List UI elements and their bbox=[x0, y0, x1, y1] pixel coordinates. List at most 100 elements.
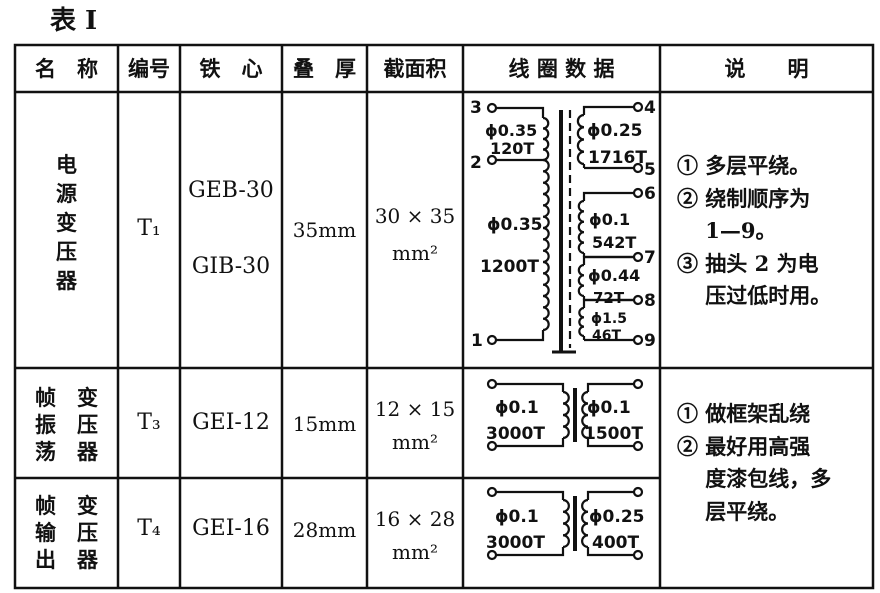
terminal-icon bbox=[632, 549, 644, 561]
cross-section-unit: mm² bbox=[392, 241, 438, 265]
wire-gauge: ϕ0.25 bbox=[587, 121, 642, 141]
stack-thickness: 15mm bbox=[292, 412, 357, 436]
lead-wire bbox=[496, 547, 565, 557]
turn-count: 3000T bbox=[486, 424, 545, 444]
turn-count: 400T bbox=[592, 533, 639, 553]
terminal-label: 8 bbox=[644, 291, 656, 311]
coil-winding-icon bbox=[581, 498, 589, 549]
coil-labels-t3: ϕ0.1 3000T ϕ0.1 1500T bbox=[486, 398, 643, 444]
wire-gauge: ϕ0.35 bbox=[485, 121, 537, 140]
header-core: 铁 心 bbox=[199, 56, 263, 81]
terminal-icon bbox=[632, 378, 644, 390]
wire-gauge: ϕ0.1 bbox=[495, 507, 539, 527]
core-type: GEB-30 bbox=[188, 178, 274, 203]
terminal-icon bbox=[632, 162, 644, 174]
notes-t1: ① 多层平绕。 ② 绕制顺序为 1—9。 ③ 抽头 2 为电 压过低时用。 bbox=[677, 153, 832, 309]
lead-wire bbox=[496, 490, 565, 500]
terminal-label: 2 bbox=[470, 153, 482, 173]
header-notes: 说 明 bbox=[724, 56, 809, 81]
lead-wire bbox=[586, 438, 634, 448]
terminal-icon bbox=[632, 440, 644, 452]
component-code: T₃ bbox=[137, 410, 161, 435]
turn-count: 46T bbox=[592, 328, 621, 344]
core-type: GEI-12 bbox=[192, 410, 270, 435]
coil-winding-icon bbox=[542, 116, 550, 162]
wire-gauge: ϕ0.1 bbox=[589, 210, 630, 229]
coil-winding-icon bbox=[578, 306, 585, 338]
terminal-icon bbox=[632, 486, 644, 498]
terminal-label: 4 bbox=[644, 98, 656, 118]
coil-winding-icon bbox=[562, 498, 570, 549]
cross-section: 12 × 15 bbox=[374, 397, 456, 421]
stack-thickness: 28mm bbox=[292, 518, 357, 542]
terminal-icon bbox=[486, 102, 498, 114]
terminal-icon bbox=[632, 101, 644, 113]
cross-section-unit: mm² bbox=[392, 540, 438, 564]
header-name: 名 称 bbox=[35, 56, 98, 81]
core-type: GEI-16 bbox=[192, 516, 270, 541]
turn-count: 72T bbox=[593, 289, 625, 307]
coil-winding-icon bbox=[542, 158, 550, 332]
coil-winding-icon bbox=[576, 113, 585, 166]
notes-t3-t4: ① 做框架乱绕 ② 最好用高强 度漆包线，多 层平绕。 bbox=[677, 401, 832, 524]
header-thickness: 叠 厚 bbox=[293, 56, 356, 81]
lead-wire bbox=[496, 382, 565, 392]
terminal-label: 3 bbox=[470, 98, 482, 118]
wire-gauge: ϕ0.1 bbox=[587, 398, 631, 418]
coil-labels-t4: ϕ0.1 3000T ϕ0.25 400T bbox=[486, 507, 644, 553]
lead-wire bbox=[586, 382, 634, 392]
terminal-icon bbox=[632, 187, 644, 199]
lead-wire bbox=[582, 298, 634, 308]
component-code: T₄ bbox=[137, 516, 161, 541]
wire-gauge: ϕ0.1 bbox=[495, 398, 539, 418]
coil-winding-icon bbox=[577, 263, 585, 298]
turn-count: 542T bbox=[592, 233, 636, 252]
lead-wire bbox=[582, 105, 634, 115]
turn-count: 120T bbox=[490, 139, 534, 158]
wire-gauge: ϕ0.25 bbox=[589, 507, 644, 527]
turn-count: 1200T bbox=[480, 257, 539, 277]
wire-gauge: ϕ1.5 bbox=[591, 311, 627, 327]
lead-wire bbox=[496, 330, 545, 342]
terminal-label: 6 bbox=[644, 184, 656, 204]
wire-gauge: ϕ0.35 bbox=[487, 215, 542, 235]
stack-thickness: 35mm bbox=[292, 218, 357, 242]
cross-section: 16 × 28 bbox=[374, 507, 456, 531]
cross-section-unit: mm² bbox=[392, 430, 438, 454]
table-border bbox=[13, 43, 875, 590]
terminal-icon bbox=[632, 294, 644, 306]
terminal-icon bbox=[486, 549, 498, 561]
header-area: 截面积 bbox=[383, 56, 447, 81]
lead-wire bbox=[582, 191, 634, 201]
terminal-icon bbox=[632, 334, 644, 346]
component-code: T₁ bbox=[137, 216, 161, 241]
terminal-icon bbox=[486, 334, 498, 346]
terminal-label: 7 bbox=[644, 248, 656, 268]
turn-count: 3000T bbox=[486, 533, 545, 553]
core-type: GIB-30 bbox=[191, 254, 271, 279]
terminal-icon bbox=[486, 486, 498, 498]
turn-count: 1500T bbox=[584, 424, 643, 444]
header-code: 编号 bbox=[128, 56, 170, 81]
lead-wire bbox=[586, 490, 634, 500]
coil-labels-t1: 3 2 1 4 5 6 7 8 9 ϕ0.35 120T ϕ0.35 1200T… bbox=[470, 98, 656, 351]
lead-wire bbox=[496, 106, 545, 118]
coil-winding-icon bbox=[581, 390, 589, 440]
turn-count: 1716T bbox=[588, 148, 647, 168]
component-name: 帧 变振 压荡 器 bbox=[35, 385, 98, 464]
component-name: 电源变压器 bbox=[56, 152, 77, 293]
lead-wire bbox=[586, 547, 634, 557]
terminal-icon bbox=[486, 378, 498, 390]
header-coil-data: 线 圈 数 据 bbox=[508, 56, 615, 81]
component-name: 帧 变输 压出 器 bbox=[35, 493, 98, 572]
cross-section: 30 × 35 bbox=[374, 204, 456, 228]
terminal-label: 1 bbox=[471, 331, 483, 351]
terminal-icon bbox=[632, 251, 644, 263]
terminal-label: 5 bbox=[644, 160, 656, 180]
wire-gauge: ϕ0.44 bbox=[588, 266, 640, 285]
coil-winding-icon bbox=[577, 199, 585, 255]
coil-winding-icon bbox=[562, 390, 570, 440]
terminal-label: 9 bbox=[644, 331, 656, 351]
